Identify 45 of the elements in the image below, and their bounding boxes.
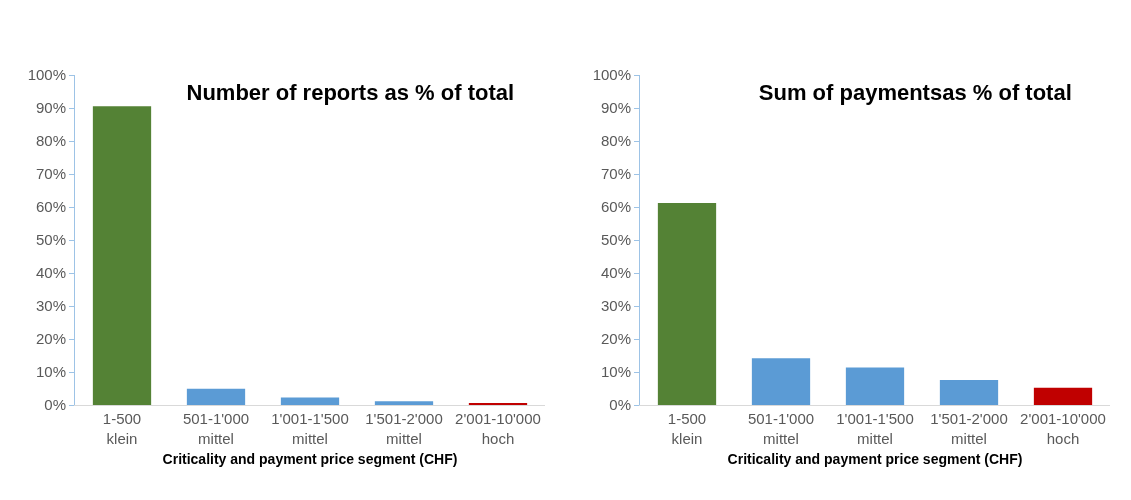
x-tick-label: 1'501-2'000 mittel — [365, 410, 443, 447]
x-tick-label: 501-1'000 mittel — [747, 410, 815, 447]
y-tick-label: 20% — [600, 330, 631, 348]
x-tick-label: 501-1'000 mittel — [182, 410, 250, 447]
x-tick-label: 1-500 klein — [102, 410, 142, 447]
chart-title: Number of reports as % of total — [186, 80, 515, 106]
bar — [280, 397, 340, 405]
bar — [92, 106, 152, 405]
y-tick-label: 90% — [600, 99, 631, 117]
bar — [374, 401, 434, 405]
bar — [1033, 387, 1093, 405]
y-tick-label: 100% — [592, 66, 631, 84]
y-tick-label: 70% — [35, 165, 66, 183]
y-tick-label: 50% — [600, 231, 631, 249]
bar — [939, 379, 999, 405]
x-tick-label: 1'501-2'000 mittel — [930, 410, 1008, 447]
bar — [751, 358, 811, 405]
x-axis-title: Criticality and payment price segment (CHF) — [162, 450, 458, 467]
y-tick-label: 40% — [600, 264, 631, 282]
y-tick-label: 0% — [609, 396, 631, 414]
y-tick-label: 0% — [44, 396, 66, 414]
y-tick-label: 70% — [600, 165, 631, 183]
y-tick-label: 10% — [35, 363, 66, 381]
y-tick-label: 40% — [35, 264, 66, 282]
y-tick-label: 80% — [35, 132, 66, 150]
x-tick-label: 1'001-1'500 mittel — [271, 410, 349, 447]
bar — [186, 388, 246, 405]
x-tick-label: 2'001-10'000 hoch — [1020, 410, 1106, 447]
y-tick-label: 60% — [600, 198, 631, 216]
y-tick-label: 90% — [35, 99, 66, 117]
x-tick-label: 2'001-10'000 hoch — [455, 410, 541, 447]
chart-title: Sum of paymentsas % of total — [758, 80, 1072, 106]
y-tick-label: 80% — [600, 132, 631, 150]
bar — [845, 367, 905, 405]
y-tick-label: 50% — [35, 231, 66, 249]
y-tick-label: 20% — [35, 330, 66, 348]
x-axis-title: Criticality and payment price segment (CHF) — [727, 450, 1023, 467]
y-tick-label: 60% — [35, 198, 66, 216]
x-tick-label: 1'001-1'500 mittel — [836, 410, 914, 447]
y-tick-label: 30% — [600, 297, 631, 315]
y-tick-label: 100% — [27, 66, 66, 84]
x-tick-label: 1-500 klein — [667, 410, 707, 447]
y-tick-label: 10% — [600, 363, 631, 381]
y-tick-label: 30% — [35, 297, 66, 315]
bar — [657, 203, 717, 405]
